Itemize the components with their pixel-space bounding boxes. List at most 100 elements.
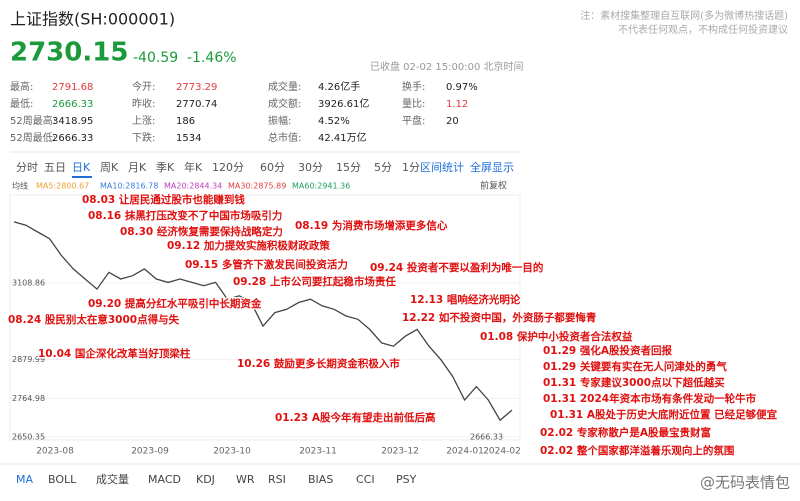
x-tick-label: 2024-02	[483, 447, 521, 457]
x-tick-label: 2023-09	[131, 447, 169, 457]
indicator-tab[interactable]: 成交量	[96, 472, 129, 486]
annotation: 02.02 专家称散户是A股最宝贵财富	[540, 426, 711, 439]
annotation: 09.15 多管齐下激发民间投资活力	[185, 258, 348, 271]
annotation: 09.24 投资者不要以盈利为唯一目的	[370, 261, 543, 274]
annotation: 09.12 加力提效实施积极财政政策	[167, 239, 330, 252]
stat-label: 今开:	[132, 80, 155, 93]
indicator-tab[interactable]: BOLL	[48, 473, 77, 486]
disclaimer: 注：素材搜集整理自互联网(多为微博热搜话题)	[580, 9, 788, 22]
x-tick-label: 2023-11	[299, 447, 337, 457]
x-tick-label: 2023-08	[36, 447, 74, 457]
indicator-tab[interactable]: MA	[16, 473, 33, 486]
stat-value: 4.26亿手	[318, 80, 360, 93]
annotation: 08.24 股民别太在意3000点得与失	[8, 313, 180, 326]
low-label: 2666.33	[470, 433, 503, 442]
stat-label: 上涨:	[132, 115, 155, 127]
watermark: @无码表情包	[700, 474, 790, 492]
stat-label: 总市值:	[268, 131, 301, 144]
annotation: 08.03 让居民通过股市也能赚到钱	[82, 193, 245, 206]
period-tab[interactable]: 120分	[212, 161, 244, 174]
stat-value: 2666.33	[52, 133, 93, 144]
annotation: 10.04 国企深化改革当好顶梁柱	[38, 347, 191, 360]
legend-entry: MA60:2941.36	[292, 182, 350, 191]
indicator-tab[interactable]: BIAS	[308, 473, 333, 486]
legend-entry: 均线	[12, 181, 28, 191]
x-tick-label: 2023-10	[213, 447, 251, 457]
annotation: 01.31 A股处于历史大底附近位置 已经足够便宜	[550, 408, 778, 421]
period-tab[interactable]: 60分	[260, 161, 285, 174]
price-line	[13, 221, 513, 422]
y-tick-label: 2650.35	[12, 432, 45, 441]
stat-value: 4.52%	[318, 116, 350, 127]
tool-link[interactable]: 区间统计	[420, 161, 464, 174]
period-tab[interactable]: 5分	[374, 161, 392, 174]
indicator-tab[interactable]: PSY	[396, 473, 417, 486]
price: 2730.15	[10, 38, 128, 68]
indicator-tab[interactable]: CCI	[356, 473, 375, 486]
annotation: 09.20 提高分红水平吸引中长期资金	[88, 297, 262, 310]
stat-label: 52周最高:	[10, 114, 56, 127]
legend-entry: MA30:2875.89	[228, 182, 286, 191]
stat-label: 最高:	[10, 80, 33, 93]
period-tab[interactable]: 30分	[298, 161, 323, 174]
chart-frame	[9, 194, 521, 441]
period-tab[interactable]: 日K	[72, 161, 91, 174]
stat-label: 下跌:	[132, 131, 155, 144]
disclaimer: 不代表任何观点，不构成任何投资建议	[618, 23, 788, 36]
period-tab[interactable]: 月K	[128, 161, 147, 174]
indicator-tab[interactable]: MACD	[148, 473, 181, 486]
change-pct: -1.46%	[187, 50, 237, 66]
annotation: 10.26 鼓励更多长期资金积极入市	[237, 357, 400, 370]
legend-entry: MA20:2844.34	[164, 182, 222, 191]
annotation: 01.29 关键要有实在无人问津处的勇气	[543, 360, 727, 373]
stat-value: 0.97%	[446, 82, 478, 93]
annotation: 08.30 经济恢复需要保持战略定力	[120, 225, 283, 238]
period-tab[interactable]: 1分	[402, 161, 420, 174]
stat-value: 1.12	[446, 99, 468, 110]
indicator-tab[interactable]: WR	[236, 473, 255, 486]
stat-value: 2770.74	[176, 99, 217, 110]
period-tab[interactable]: 15分	[336, 161, 361, 174]
y-tick-label: 3108.86	[12, 278, 45, 287]
change: -40.59	[133, 50, 178, 66]
period-tab[interactable]: 分时	[16, 161, 38, 174]
period-tab[interactable]: 周K	[100, 161, 119, 174]
annotation: 08.16 抹黑打压改变不了中国市场吸引力	[88, 209, 282, 222]
period-tab[interactable]: 五日	[44, 161, 66, 174]
status: 已收盘 02-02 15:00:00 北京时间	[370, 60, 524, 73]
indicator-tab[interactable]: RSI	[268, 473, 286, 486]
stat-label: 量比:	[402, 98, 425, 110]
annotation: 01.29 强化A股投资者回报	[543, 344, 672, 357]
adjust-label: 前复权	[480, 180, 507, 192]
annotation: 08.19 为消费市场增添更多信心	[295, 219, 448, 232]
annotation: 01.08 保护中小投资者合法权益	[480, 330, 633, 343]
stat-label: 平盘:	[402, 114, 425, 127]
legend-entry: MA10:2816.78	[100, 182, 158, 191]
x-tick-label: 2023-12	[381, 447, 419, 457]
stat-label: 最低:	[10, 97, 33, 110]
period-tab[interactable]: 季K	[156, 161, 175, 174]
tool-link[interactable]: 全屏显示	[470, 160, 514, 174]
stat-value: 2666.33	[52, 99, 93, 110]
stat-value: 186	[176, 116, 195, 127]
annotation: 09.28 上市公司要扛起稳市场责任	[233, 275, 396, 288]
stat-value: 2791.68	[52, 82, 93, 93]
indicator-tab[interactable]: KDJ	[196, 473, 215, 486]
stat-value: 1534	[176, 133, 201, 144]
stat-value: 3418.95	[52, 116, 93, 127]
stat-label: 成交额:	[268, 97, 301, 110]
stat-label: 成交量:	[268, 80, 301, 93]
stat-label: 52周最低:	[10, 131, 56, 144]
stat-value: 2773.29	[176, 82, 217, 93]
y-tick-label: 2764.98	[12, 394, 45, 403]
annotation: 02.02 整个国家都洋溢着乐观向上的氛围	[540, 444, 734, 457]
annotation: 01.31 专家建议3000点以下超低越买	[543, 376, 725, 389]
period-tab[interactable]: 年K	[184, 160, 203, 174]
stat-label: 振幅:	[268, 114, 291, 127]
legend-entry: MA5:2800.67	[36, 182, 89, 191]
stat-label: 昨收:	[132, 97, 155, 110]
x-tick-label: 2024-01	[446, 447, 484, 457]
